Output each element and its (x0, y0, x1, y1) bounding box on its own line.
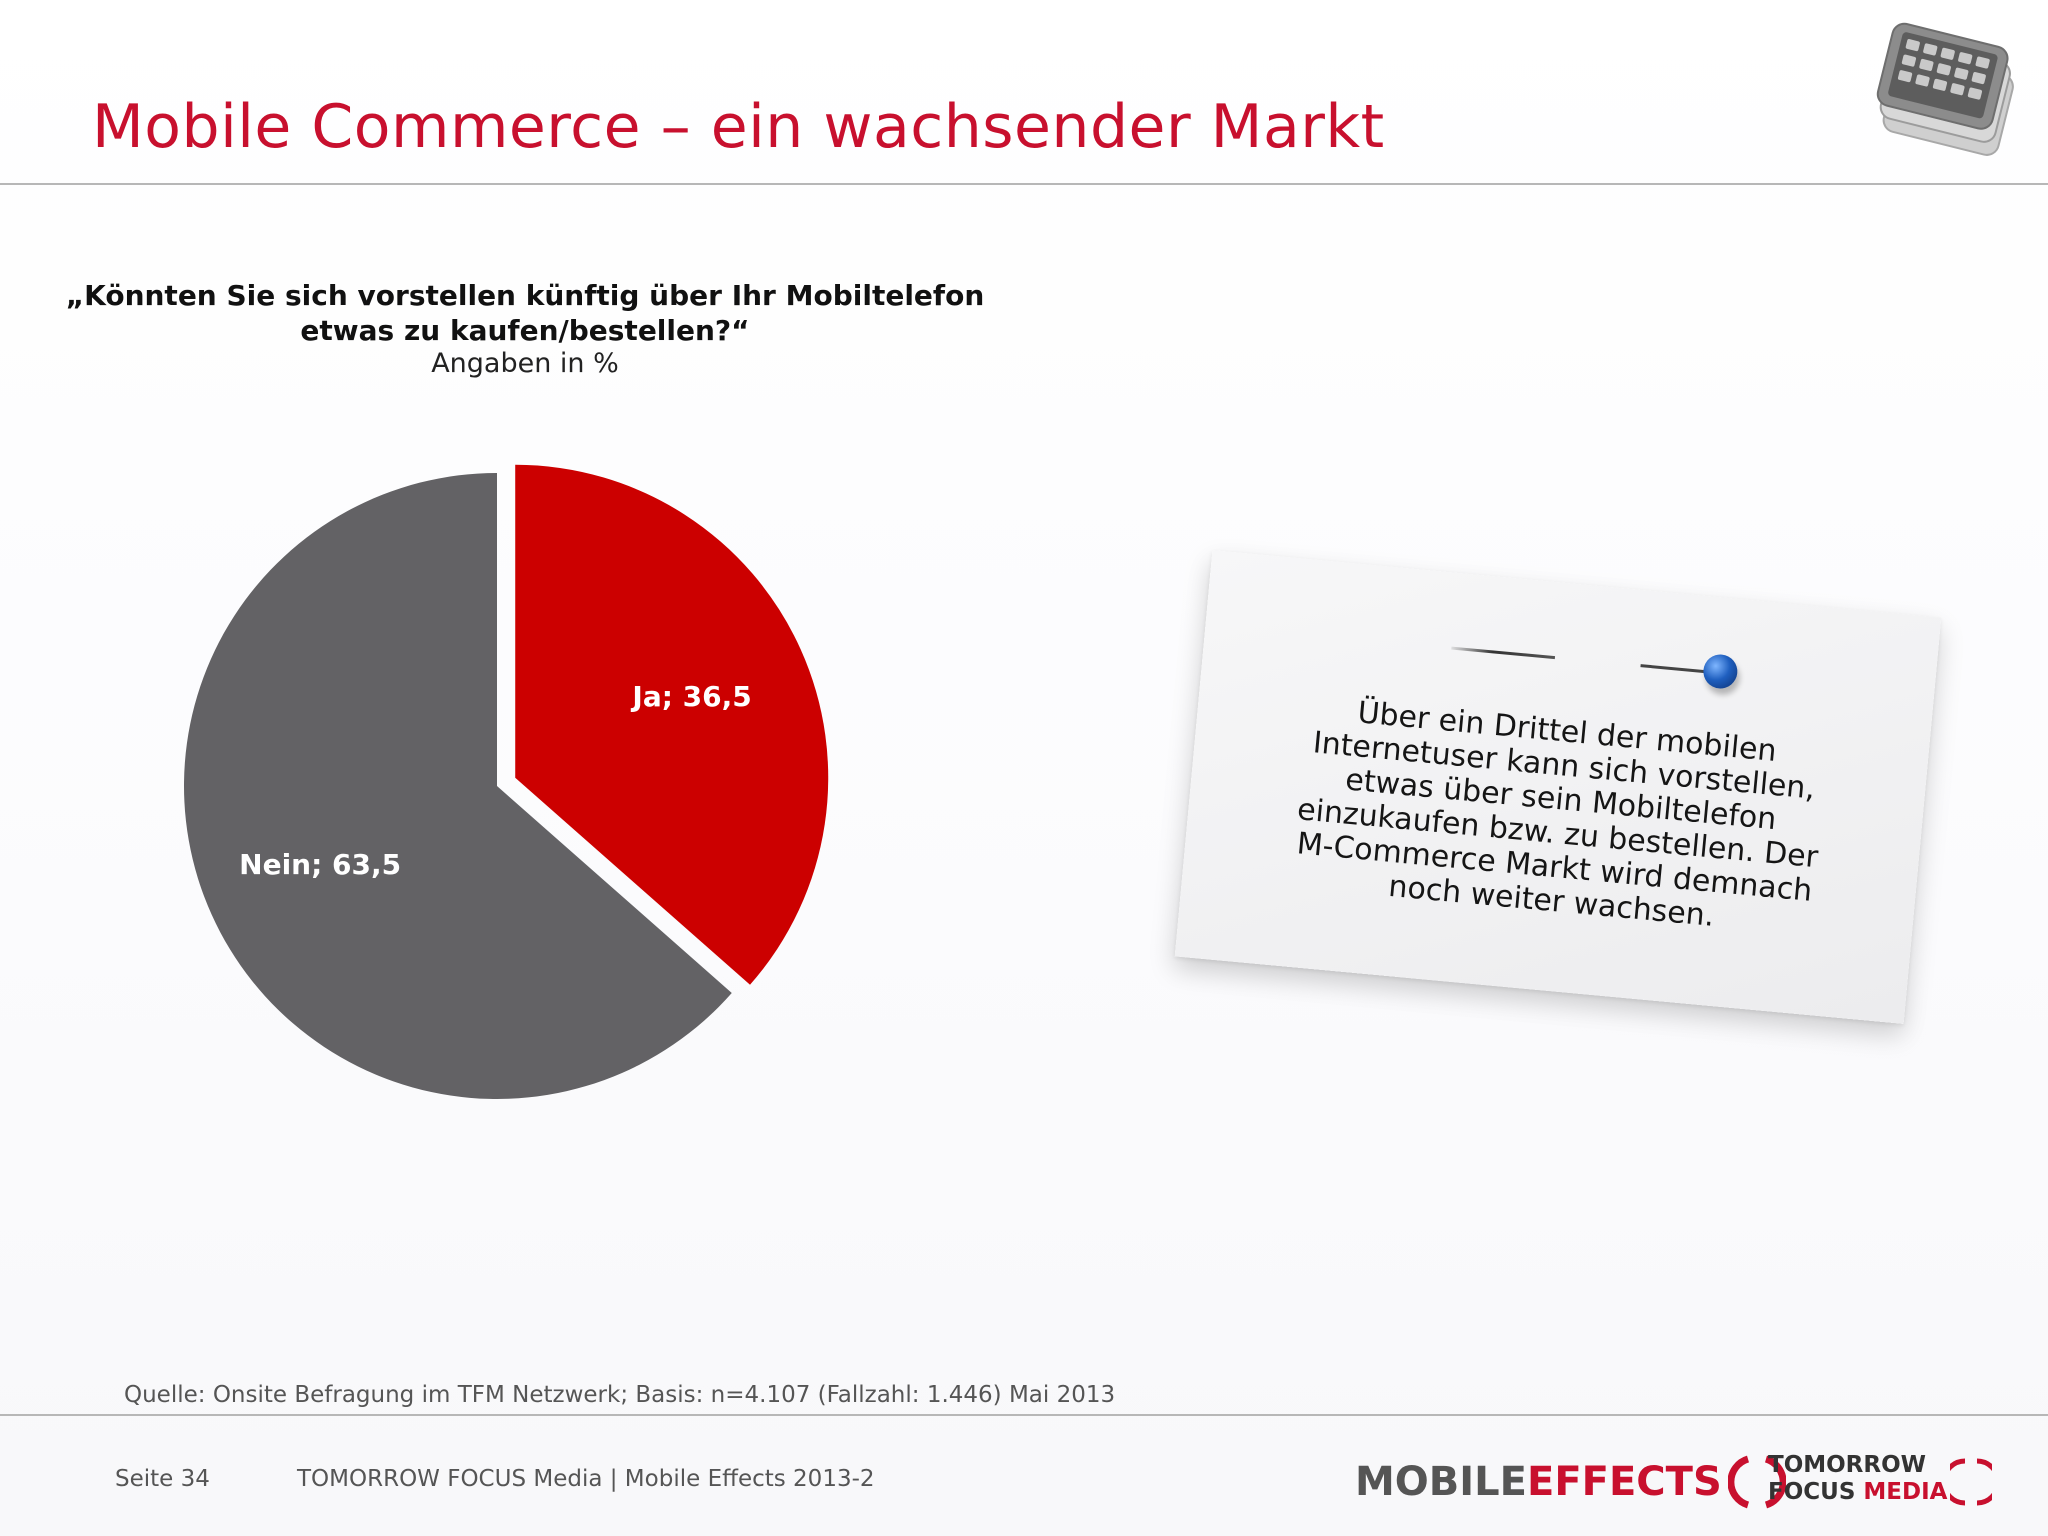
page-number: Seite 34 (115, 1466, 210, 1492)
page-title: Mobile Commerce – ein wachsender Markt (92, 92, 1385, 162)
mobile-effects-logo: MOBILE EFFECTS (1355, 1452, 1786, 1512)
pie-label-ja: Ja; 36,5 (630, 680, 751, 713)
chart-title: „Könnten Sie sich vorstellen künftig übe… (65, 279, 985, 347)
note-text: Über ein Drittel der mobilen Internetuse… (1295, 695, 1820, 934)
tomorrow-focus-media-logo: TOMORROW FOCUS MEDIA (1768, 1452, 1998, 1512)
logo-word-media: MEDIA (1863, 1479, 1948, 1505)
source-note: Quelle: Onsite Befragung im TFM Netzwerk… (124, 1382, 1116, 1408)
logo-word-effects: EFFECTS (1527, 1459, 1722, 1505)
logo-parentheses-icon (1950, 1458, 1992, 1506)
pinned-note-card: Über ein Drittel der mobilen Internetuse… (1174, 550, 1942, 1024)
pin-needle (1640, 664, 1711, 674)
logo-line-focus-media: FOCUS MEDIA (1768, 1479, 1947, 1505)
pie-slice-nein (183, 473, 732, 1099)
pie-slice-ja (515, 464, 829, 985)
publication-label: TOMORROW FOCUS Media | Mobile Effects 20… (297, 1466, 875, 1492)
logo-word-mobile: MOBILE (1355, 1459, 1527, 1505)
stacked-smartphones-icon (1876, 22, 2014, 156)
header-divider (0, 183, 2048, 185)
logo-parentheses-icon (1727, 1455, 1786, 1509)
pin-shadow-line (1451, 646, 1556, 660)
pie-label-nein: Nein; 63,5 (239, 848, 401, 881)
logo-line-tomorrow: TOMORROW (1768, 1452, 1927, 1478)
chart-subtitle: Angaben in % (431, 348, 619, 379)
logo-word-focus: FOCUS (1768, 1479, 1856, 1505)
blue-push-pin-icon (1701, 653, 1739, 691)
footer-divider (0, 1414, 2048, 1416)
